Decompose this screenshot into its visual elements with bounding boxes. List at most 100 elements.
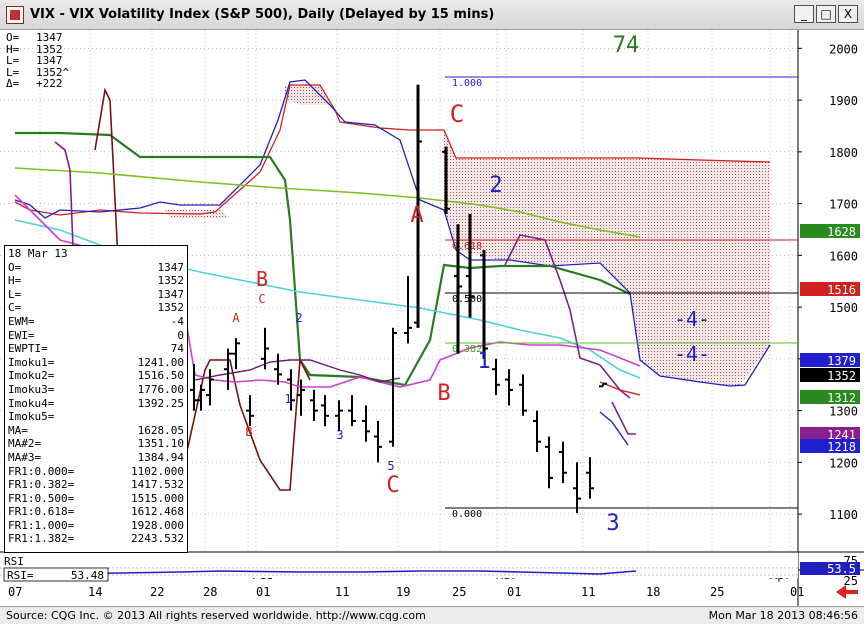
- data-window: 18 Mar 13 O= 1347 H= 1352 L= 1347 C= 1352 EWM= -4…: [4, 245, 188, 553]
- x-axis-label: 25: [452, 585, 466, 599]
- ohlc-row: Δ= +222: [6, 77, 63, 91]
- data-window-key: Imoku2=: [8, 369, 55, 383]
- data-window-value: 1352: [157, 274, 185, 288]
- price-marker-label: 1379: [827, 354, 856, 368]
- price-bar: [246, 395, 254, 427]
- rsi-label: RSI: [4, 555, 24, 568]
- fib-level-label: 1.000: [452, 78, 482, 89]
- data-window-key: L=: [8, 287, 22, 301]
- x-axis-label: 11: [581, 585, 595, 599]
- price-marker-label: 1628: [827, 225, 856, 239]
- price-bar: [348, 395, 356, 427]
- price-marker-label: 1241: [827, 428, 856, 442]
- ohlc-header: O= 1347 H= 1352 L= 1347 L= 1352^ Δ= +222: [6, 32, 69, 90]
- app-icon: [6, 5, 24, 24]
- data-window-key: MA#3=: [8, 450, 42, 464]
- data-window-key: Imoku3=: [8, 382, 55, 396]
- ohlc-row: O= 1347: [6, 31, 63, 44]
- maximize-button[interactable]: □: [816, 5, 836, 23]
- price-bar: [519, 374, 527, 416]
- wave-label: A: [410, 203, 423, 228]
- wave-label: 74: [613, 33, 640, 58]
- price-marker-badge: [800, 439, 860, 453]
- minimize-button[interactable]: _: [794, 5, 814, 23]
- x-axis-label: 14: [88, 585, 102, 599]
- data-window-value: 1515.000: [131, 491, 184, 505]
- data-window-value: 1612.468: [131, 505, 184, 519]
- data-window-value: 1384.94: [137, 450, 184, 464]
- data-window-row: EWI= 0: [8, 329, 184, 343]
- data-window-row: Imoku5=: [8, 410, 184, 424]
- x-axis-label: 22: [150, 585, 164, 599]
- data-window-row: MA#2= 1351.10: [8, 437, 184, 451]
- data-window-key: FR1:0.500=: [8, 491, 75, 505]
- data-window-value: 1102.000: [131, 464, 184, 478]
- close-button[interactable]: X: [838, 5, 858, 23]
- wave-label: 1: [284, 392, 291, 406]
- data-window-row: Imoku1= 1241.00: [8, 356, 184, 370]
- data-window-value: 1347: [157, 260, 185, 274]
- x-axis-label: 01: [790, 585, 804, 599]
- price-bar: [492, 358, 500, 396]
- data-window-key: FR1:0.382=: [8, 478, 75, 492]
- data-window-key: O=: [8, 260, 22, 274]
- data-window-key: FR1:0.000=: [8, 464, 75, 478]
- price-marker-badge: [800, 427, 860, 441]
- purple-line: [611, 401, 636, 435]
- data-window-row: C= 1352: [8, 301, 184, 315]
- x-axis-label: 01: [507, 585, 521, 599]
- data-window-row: FR1:0.382= 1417.532: [8, 478, 184, 492]
- wave-label: C: [386, 473, 399, 498]
- rsi-marker-badge: [800, 562, 860, 575]
- price-bar: [505, 369, 513, 406]
- y-axis-label: 1200: [829, 456, 858, 470]
- wave-label: B: [245, 425, 252, 439]
- data-window-row: EWM= -4: [8, 315, 184, 329]
- data-window-row: FR1:0.500= 1515.000: [8, 492, 184, 506]
- ohlc-row: H= 1352: [6, 42, 63, 56]
- fib-level-label: 0.382: [452, 344, 482, 355]
- price-bar: [545, 436, 553, 489]
- wave-label: 3: [336, 428, 343, 442]
- data-window-row: O= 1347: [8, 261, 184, 275]
- data-window-value: 1516.50: [137, 369, 184, 383]
- price-marker-label: 1312: [827, 391, 856, 405]
- purple-line: [504, 234, 631, 399]
- price-bar: [466, 213, 474, 318]
- data-window-value: 1928.000: [131, 518, 184, 532]
- y-axis-label: 1100: [829, 508, 858, 522]
- scroll-right-arrow-icon[interactable]: [836, 585, 858, 599]
- wave-label: C: [450, 100, 464, 128]
- rsi-background: [0, 552, 798, 578]
- price-marker-badge: [800, 224, 860, 238]
- wave-label: 5: [387, 459, 394, 473]
- data-window-key: H=: [8, 274, 22, 288]
- data-window-value: 1347: [157, 287, 185, 301]
- wave-label: -4-: [674, 307, 710, 331]
- wave-label: A: [232, 311, 240, 325]
- data-window-row: L= 1347: [8, 288, 184, 302]
- data-window-key: FR1:0.618=: [8, 505, 75, 519]
- wave-label: 2: [489, 173, 502, 198]
- y-axis: 2000190018001700160015001400130012001100…: [798, 42, 860, 522]
- x-axis-label: 19: [396, 585, 410, 599]
- price-marker-badge: [800, 368, 860, 382]
- window-title: VIX - VIX Volatility Index (S&P 500), Da…: [30, 7, 495, 22]
- rsi-line: [4, 570, 637, 576]
- price-bar: [533, 410, 541, 453]
- price-bar: [573, 462, 581, 514]
- data-window-row: Imoku3= 1776.00: [8, 383, 184, 397]
- price-bar: [274, 353, 282, 385]
- price-marker-badge: [800, 282, 860, 296]
- data-window-row: MA= 1628.05: [8, 424, 184, 438]
- data-window-row: Imoku4= 1392.25: [8, 397, 184, 411]
- window-controls: _ □ X: [794, 5, 858, 23]
- data-window-key: EWPTI=: [8, 342, 48, 356]
- price-bar: [414, 84, 422, 328]
- y-axis-label: 1300: [829, 405, 858, 419]
- wave-label: B: [256, 267, 268, 291]
- y-axis-label: 1900: [829, 94, 858, 108]
- tenkan-line: [94, 87, 111, 151]
